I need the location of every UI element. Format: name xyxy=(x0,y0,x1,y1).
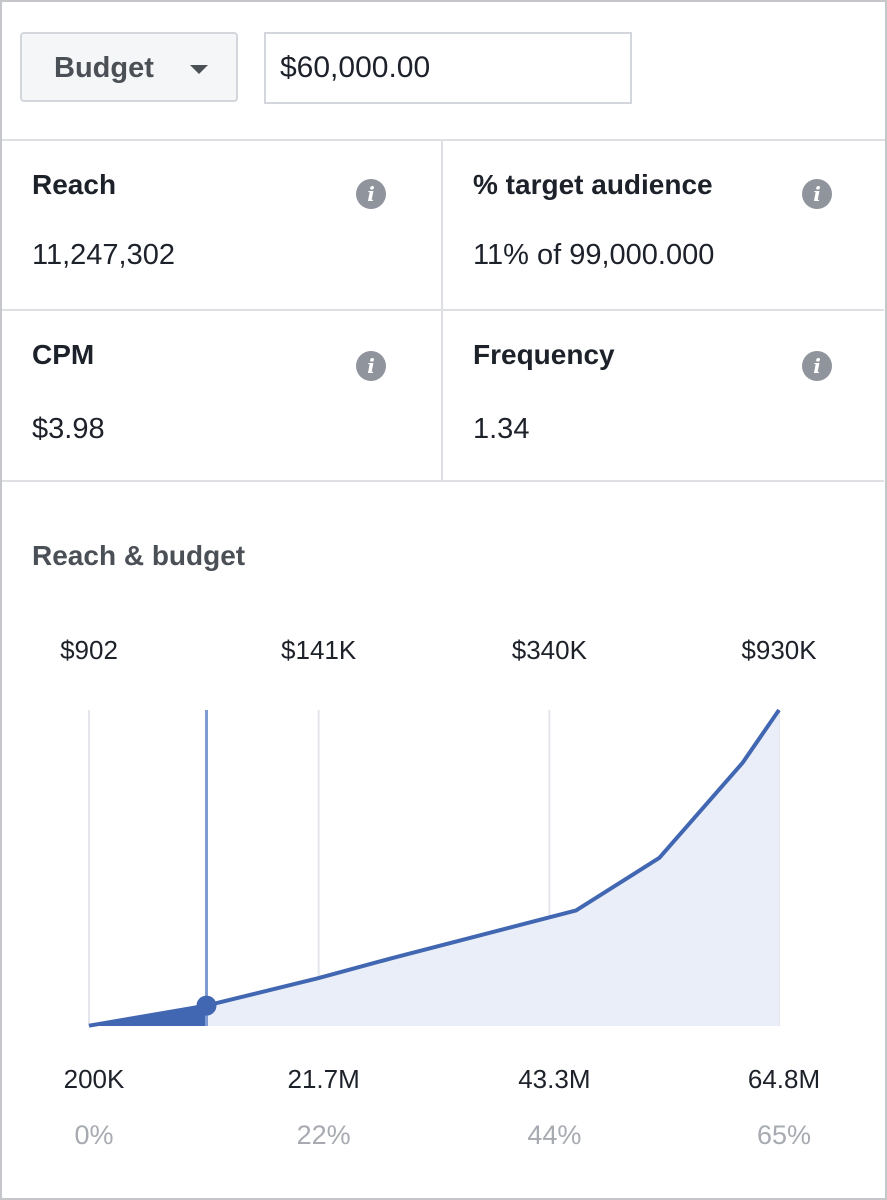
metric-label: CPM xyxy=(32,339,95,370)
reach-tick-label: 21.7M xyxy=(288,1064,360,1094)
metric-cpm: CPM i $3.98 xyxy=(2,311,443,482)
budget-amount-input[interactable] xyxy=(264,32,632,104)
info-icon[interactable]: i xyxy=(356,351,386,381)
percent-tick-label: 0% xyxy=(74,1120,113,1150)
percent-tick-label: 44% xyxy=(527,1120,581,1150)
budget-tick-label: $340K xyxy=(512,635,588,665)
metric-frequency: Frequency i 1.34 xyxy=(443,311,884,482)
metric-label: Frequency xyxy=(473,339,615,370)
metrics-grid: Reach i 11,247,302 % target audience i 1… xyxy=(2,141,885,482)
metric-value: 11,247,302 xyxy=(32,239,175,271)
chart-title: Reach & budget xyxy=(32,540,246,571)
caret-down-icon xyxy=(190,65,208,74)
reach-area xyxy=(89,710,779,1026)
reach-tick-label: 200K xyxy=(64,1064,125,1094)
budget-header: Budget xyxy=(2,2,885,141)
percent-tick-label: 22% xyxy=(297,1120,351,1150)
reach-line xyxy=(88,708,781,1028)
metric-label: % target audience xyxy=(473,169,713,200)
metric-target-audience: % target audience i 11% of 99,000.000 xyxy=(443,141,884,311)
budget-tick-label: $902 xyxy=(60,635,118,665)
info-icon[interactable]: i xyxy=(802,351,832,381)
budget-type-dropdown[interactable]: Budget xyxy=(20,32,238,102)
metric-value: 11% of 99,000.000 xyxy=(473,239,715,271)
metric-value: 1.34 xyxy=(473,413,530,445)
budget-tick-label: $141K xyxy=(281,635,357,665)
selected-point xyxy=(196,995,217,1016)
budget-type-label: Budget xyxy=(54,52,154,84)
budget-tick-label: $930K xyxy=(741,635,817,665)
metric-value: $3.98 xyxy=(32,413,105,445)
info-icon[interactable]: i xyxy=(802,179,832,209)
reach-tick-label: 64.8M xyxy=(748,1064,820,1094)
percent-tick-label: 65% xyxy=(757,1120,811,1150)
metric-reach: Reach i 11,247,302 xyxy=(2,141,443,311)
reach-tick-label: 43.3M xyxy=(518,1064,590,1094)
metric-label: Reach xyxy=(32,169,117,200)
info-icon[interactable]: i xyxy=(356,179,386,209)
